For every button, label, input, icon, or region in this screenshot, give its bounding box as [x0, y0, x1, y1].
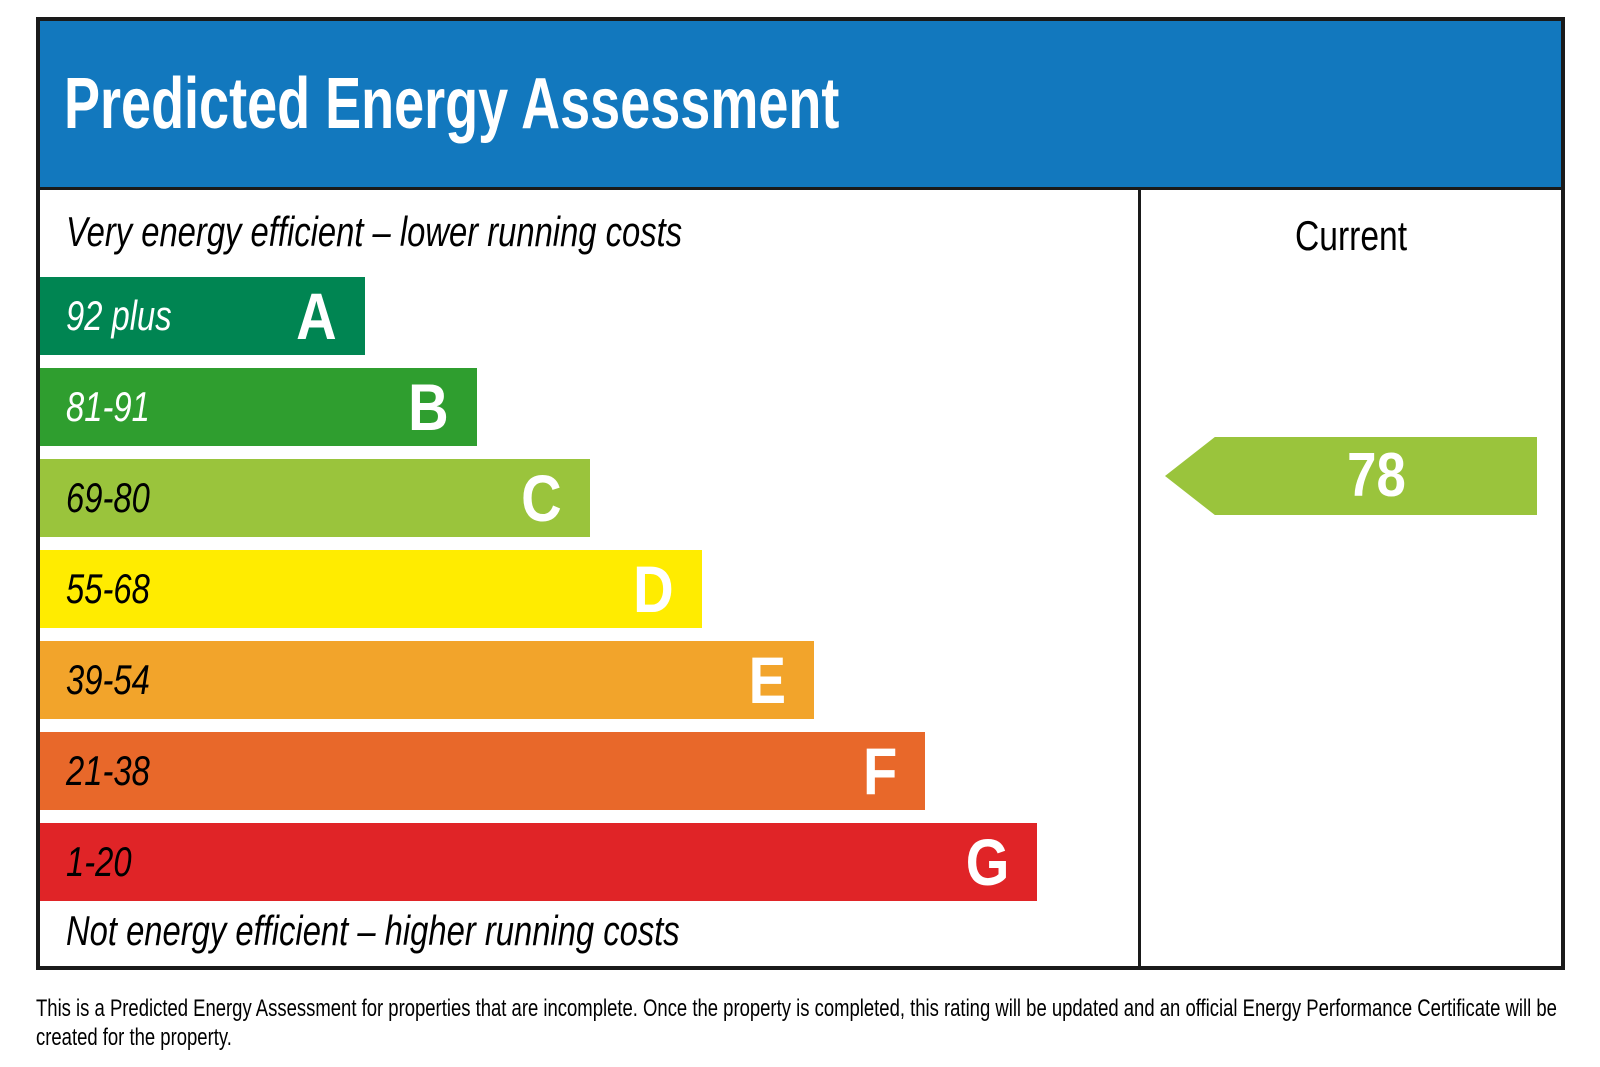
band-c: 69-80 C: [40, 459, 591, 537]
band-range: 81-91: [66, 383, 150, 430]
footnote-text: This is a Predicted Energy Assessment fo…: [36, 995, 1557, 1051]
band-letter: C: [521, 461, 563, 535]
band-row: 69-80 C: [40, 459, 1138, 537]
band-letter: A: [296, 279, 337, 353]
band-row: 1-20 G: [40, 823, 1138, 901]
band-range: 39-54: [66, 656, 150, 703]
band-letter: G: [965, 825, 1009, 899]
band-letter: F: [862, 734, 897, 808]
band-row: 81-91 B: [40, 368, 1138, 446]
band-letter: E: [748, 643, 787, 717]
top-efficiency-label: Very energy efficient – lower running co…: [66, 208, 683, 255]
current-rating-column: Current 78: [1138, 190, 1561, 967]
current-rating-value: 78: [1346, 441, 1406, 510]
band-range: 92 plus: [66, 292, 172, 339]
band-row: 21-38 F: [40, 732, 1138, 810]
band-d: 55-68 D: [40, 550, 703, 628]
energy-assessment-panel: Predicted Energy Assessment Very energy …: [36, 17, 1565, 970]
page-title: Predicted Energy Assessment: [64, 64, 840, 144]
band-a: 92 plus A: [40, 277, 365, 355]
band-b: 81-91 B: [40, 368, 477, 446]
band-range: 1-20: [66, 838, 132, 885]
band-letter: B: [408, 370, 449, 444]
panel-body: Very energy efficient – lower running co…: [40, 190, 1561, 967]
band-f: 21-38 F: [40, 732, 925, 810]
bottom-efficiency-label: Not energy efficient – higher running co…: [66, 907, 680, 954]
band-range: 21-38: [66, 747, 150, 794]
band-range: 55-68: [66, 565, 150, 612]
current-column-header: Current: [1294, 212, 1408, 259]
band-range: 69-80: [66, 474, 150, 521]
band-letter: D: [633, 552, 675, 626]
band-row: 55-68 D: [40, 550, 1138, 628]
panel-header: Predicted Energy Assessment: [40, 21, 1561, 190]
current-rating-arrow-icon: 78: [1165, 437, 1537, 515]
band-e: 39-54 E: [40, 641, 815, 719]
band-row: 92 plus A: [40, 277, 1138, 355]
rating-bands: 92 plus A 81-91 B 69-80 C: [40, 277, 1138, 914]
band-row: 39-54 E: [40, 641, 1138, 719]
rating-chart: Very energy efficient – lower running co…: [40, 190, 1138, 967]
band-g: 1-20 G: [40, 823, 1037, 901]
